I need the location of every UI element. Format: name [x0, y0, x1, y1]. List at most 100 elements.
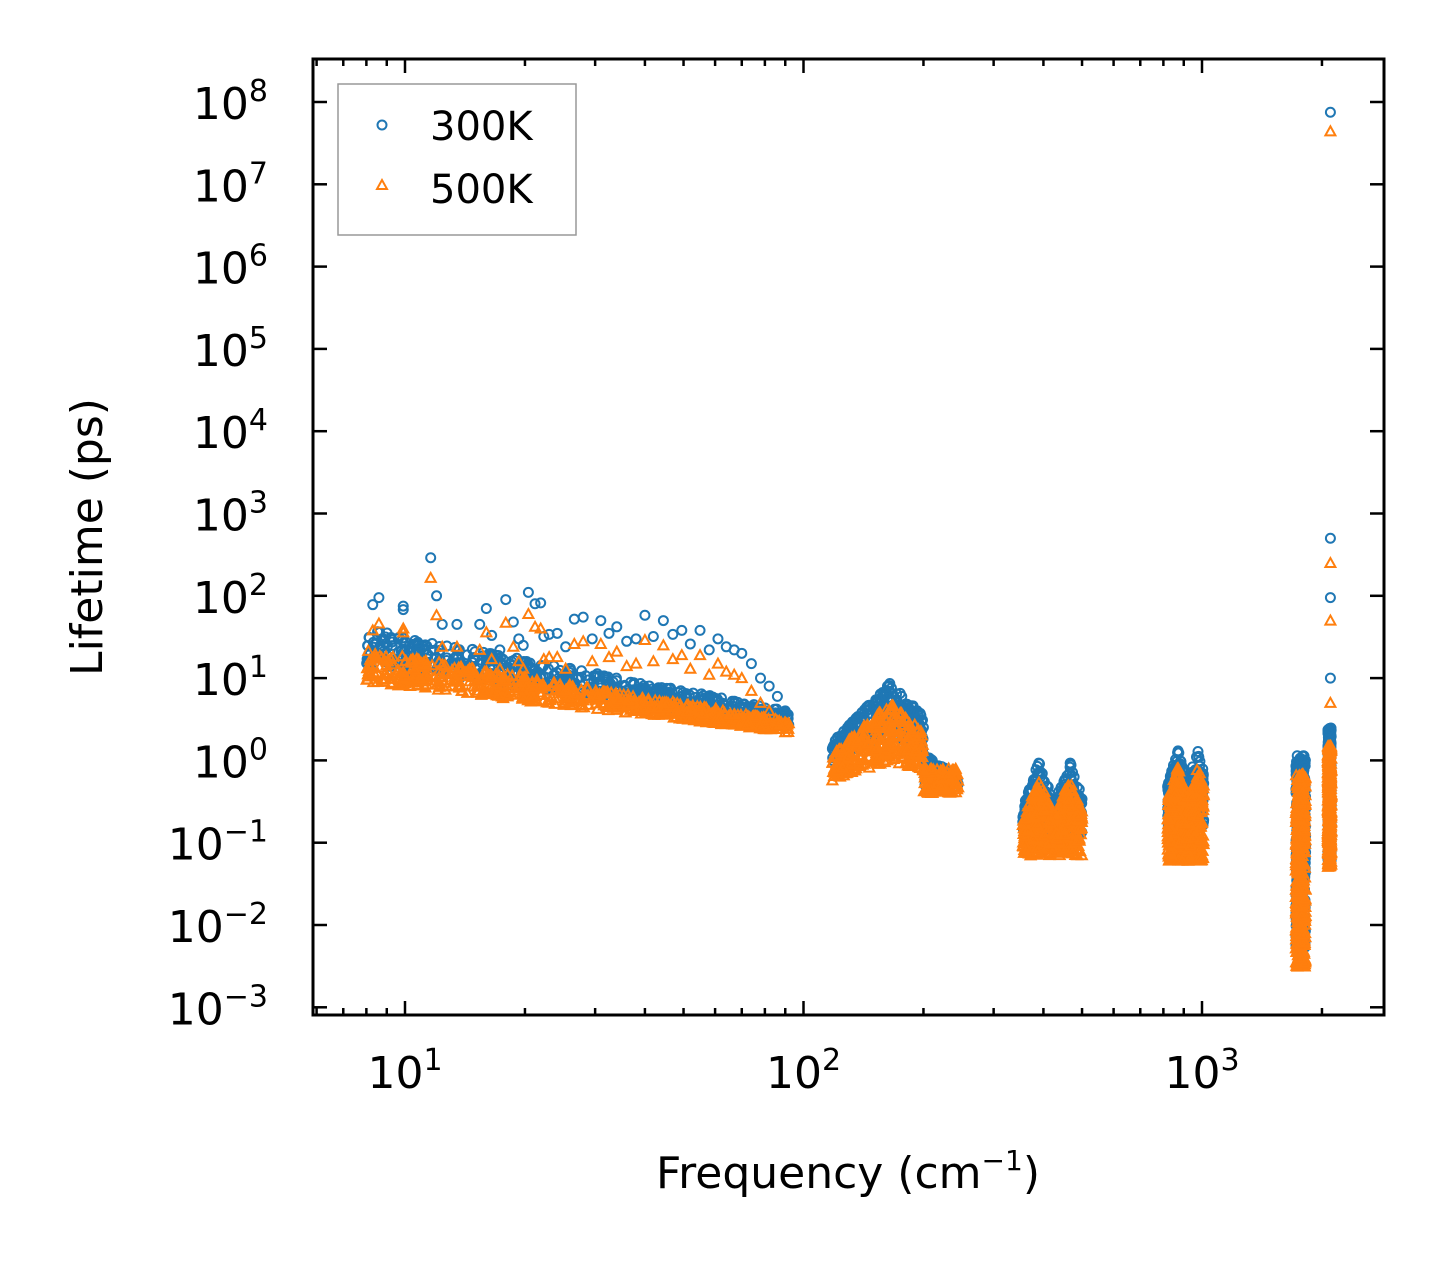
point-500k	[557, 685, 571, 698]
point-300k	[1192, 745, 1204, 757]
point-500k	[607, 694, 621, 707]
point-300k	[568, 613, 580, 625]
point-500k	[431, 682, 445, 695]
point-500k	[1183, 838, 1198, 851]
point-500k	[1029, 788, 1043, 801]
point-500k	[390, 663, 405, 676]
point-500k	[435, 673, 449, 686]
point-300k	[481, 654, 493, 666]
point-500k	[500, 689, 515, 702]
point-500k	[1168, 826, 1182, 839]
point-500k	[1030, 817, 1045, 830]
series-500k	[359, 124, 1338, 972]
point-300k	[647, 631, 659, 643]
point-300k	[426, 637, 438, 649]
point-500k	[1071, 808, 1085, 821]
point-500k	[370, 674, 385, 687]
point-500k	[391, 678, 406, 691]
point-500k	[361, 643, 375, 656]
point-300k	[848, 715, 860, 727]
point-500k	[1061, 791, 1076, 804]
point-500k	[849, 752, 864, 765]
point-300k	[494, 644, 506, 656]
point-300k	[397, 600, 409, 612]
point-500k	[735, 713, 749, 727]
point-300k	[373, 592, 385, 604]
point-500k	[878, 741, 893, 754]
point-500k	[696, 706, 711, 719]
point-500k	[825, 755, 840, 768]
point-300k	[436, 618, 448, 630]
point-500k	[547, 679, 561, 692]
point-500k	[1164, 798, 1178, 811]
point-500k	[611, 692, 626, 705]
point-500k	[1194, 772, 1208, 785]
point-500k	[379, 658, 394, 671]
point-500k	[1030, 844, 1045, 857]
point-300k	[628, 677, 640, 689]
point-500k	[404, 655, 418, 668]
point-300k	[551, 627, 563, 639]
point-300k	[630, 633, 642, 645]
point-500k	[691, 702, 706, 716]
point-500k	[951, 780, 965, 793]
point-500k	[1021, 817, 1036, 830]
point-300k	[1031, 760, 1043, 772]
point-500k	[455, 683, 470, 696]
point-500k	[850, 733, 864, 746]
point-500k	[902, 749, 916, 763]
point-500k	[516, 670, 530, 683]
point-500k	[407, 662, 422, 675]
point-300k	[745, 658, 757, 670]
point-300k	[736, 647, 748, 659]
point-500k	[925, 762, 939, 775]
point-500k	[631, 702, 646, 715]
plot-area	[359, 106, 1338, 972]
point-500k	[684, 701, 699, 714]
point-500k	[1071, 833, 1085, 846]
point-300k	[397, 604, 409, 616]
point-500k	[420, 657, 434, 670]
point-500k	[1161, 812, 1176, 825]
point-500k	[869, 752, 883, 765]
point-500k	[901, 730, 916, 743]
point-500k	[679, 704, 694, 717]
point-500k	[908, 743, 923, 757]
point-500k	[1187, 830, 1201, 843]
point-500k	[874, 707, 888, 720]
point-300k	[1322, 725, 1334, 737]
point-500k	[1045, 821, 1059, 834]
point-500k	[590, 689, 605, 702]
point-500k	[753, 719, 767, 732]
point-500k	[370, 651, 385, 664]
point-500k	[880, 740, 895, 753]
point-500k	[839, 766, 853, 779]
point-500k	[1180, 831, 1194, 844]
point-500k	[853, 757, 867, 771]
point-500k	[1017, 842, 1032, 856]
point-500k	[377, 672, 392, 685]
point-300k	[595, 615, 607, 627]
point-500k	[1180, 844, 1194, 857]
point-500k	[945, 783, 959, 796]
point-500k	[885, 712, 900, 725]
point-500k	[1167, 789, 1181, 802]
point-300k	[591, 668, 603, 680]
point-500k	[1050, 810, 1064, 823]
point-500k	[1047, 844, 1061, 857]
point-300k	[492, 649, 504, 661]
point-500k	[1030, 847, 1045, 860]
point-500k	[873, 718, 887, 731]
point-300k	[703, 644, 715, 656]
point-300k	[638, 680, 650, 692]
point-500k	[487, 684, 501, 697]
point-500k	[941, 769, 956, 782]
point-500k	[682, 710, 697, 723]
point-500k	[840, 750, 855, 763]
point-500k	[459, 665, 474, 678]
point-300k	[1034, 758, 1046, 770]
point-500k	[658, 700, 672, 713]
point-300k	[1324, 532, 1336, 544]
point-500k	[635, 690, 649, 704]
